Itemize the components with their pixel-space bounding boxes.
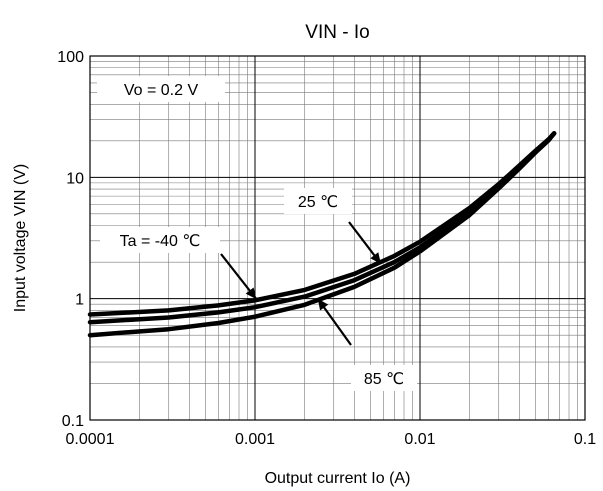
plot-frame [89,55,586,421]
y-tick-label: 10 [66,170,84,187]
annotations: Vo = 0.2 V Ta = -40 ℃ 25 ℃ 85 ℃ [97,76,417,391]
y-tick-label: 1 [75,292,84,309]
annotation-vo-bg [97,76,225,102]
x-tick-label: 0.001 [235,431,275,448]
annotation-25c: 25 ℃ [298,194,338,211]
major-grid [90,56,585,420]
x-tick-label: 0.0001 [66,431,115,448]
x-axis-label: Output current Io (A) [265,470,411,487]
x-tick-label: 0.1 [574,431,596,448]
annotation-25c-bg [284,188,352,214]
arrow-ta-minus40 [220,253,258,300]
series-line [87,131,557,317]
y-axis-label: Input voltage VIN (V) [12,164,29,313]
series-layer [87,131,557,338]
annotation-ta-minus40-bg [100,227,220,253]
y-tick-label: 0.1 [62,413,84,430]
arrow-85c [316,298,352,346]
y-tick-label: 100 [57,49,84,66]
chart-title: VIN - Io [305,22,369,43]
annotation-ta-minus40: Ta = -40 ℃ [120,233,201,250]
annotation-85c-bg [351,365,417,391]
x-tick-label: 0.01 [404,431,435,448]
arrow-25c [348,221,382,265]
minor-grid [90,56,585,420]
series-line [87,131,557,338]
annotation-85c: 85 ℃ [364,371,404,388]
annotation-vo: Vo = 0.2 V [124,82,199,99]
tick-labels: 0.0001 0.001 0.01 0.1 0.1 1 10 100 [57,49,596,448]
